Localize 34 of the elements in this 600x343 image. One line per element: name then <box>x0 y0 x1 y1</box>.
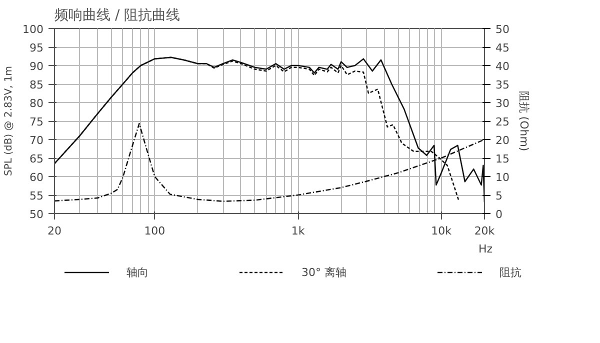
y2-tick-label: 35 <box>496 78 510 92</box>
y-tick-label: 80 <box>30 97 44 110</box>
y2-tick-label: 5 <box>496 190 502 202</box>
y2-tick-label: 25 <box>496 116 510 128</box>
y2-tick-label: 10 <box>496 171 510 184</box>
x-tick-label: 1k <box>291 224 306 238</box>
legend-label: 30° 离轴 <box>302 264 346 280</box>
y2-tick-label: 20 <box>496 134 510 147</box>
y-tick-label: 50 <box>30 208 44 221</box>
y-tick-label: 75 <box>30 116 44 128</box>
y2-tick-label: 40 <box>496 60 510 73</box>
x-tick-label: 20 <box>48 224 62 238</box>
y-tick-label: 95 <box>30 42 44 54</box>
legend-label: 阻抗 <box>500 264 522 280</box>
y-tick-label: 100 <box>22 23 44 36</box>
y2-tick-label: 15 <box>496 152 510 166</box>
y2-tick-label: 45 <box>496 42 510 54</box>
x-axis-title: Hz <box>478 242 493 256</box>
y2-tick-label: 50 <box>496 23 510 36</box>
y2-tick-label: 30 <box>496 97 510 110</box>
y2-axis-title: 阻抗 (Ohm) <box>517 90 530 152</box>
y-axis-title: SPL (dB) @ 2.83V, 1m <box>4 66 15 176</box>
y-tick-label: 90 <box>30 60 44 73</box>
chart-title: 频响曲线 / 阻抗曲线 <box>54 8 180 24</box>
y-tick-label: 65 <box>30 152 44 166</box>
x-tick-label: 10k <box>431 224 452 238</box>
y-tick-label: 55 <box>30 190 44 202</box>
legend-label: 轴向 <box>126 264 148 280</box>
y2-tick-label: 0 <box>496 208 502 221</box>
y-tick-label: 70 <box>30 134 44 147</box>
y-tick-label: 85 <box>30 78 44 92</box>
x-tick-label: 20k <box>474 224 496 238</box>
x-tick-label: 100 <box>144 224 166 238</box>
y-tick-label: 60 <box>30 171 44 184</box>
